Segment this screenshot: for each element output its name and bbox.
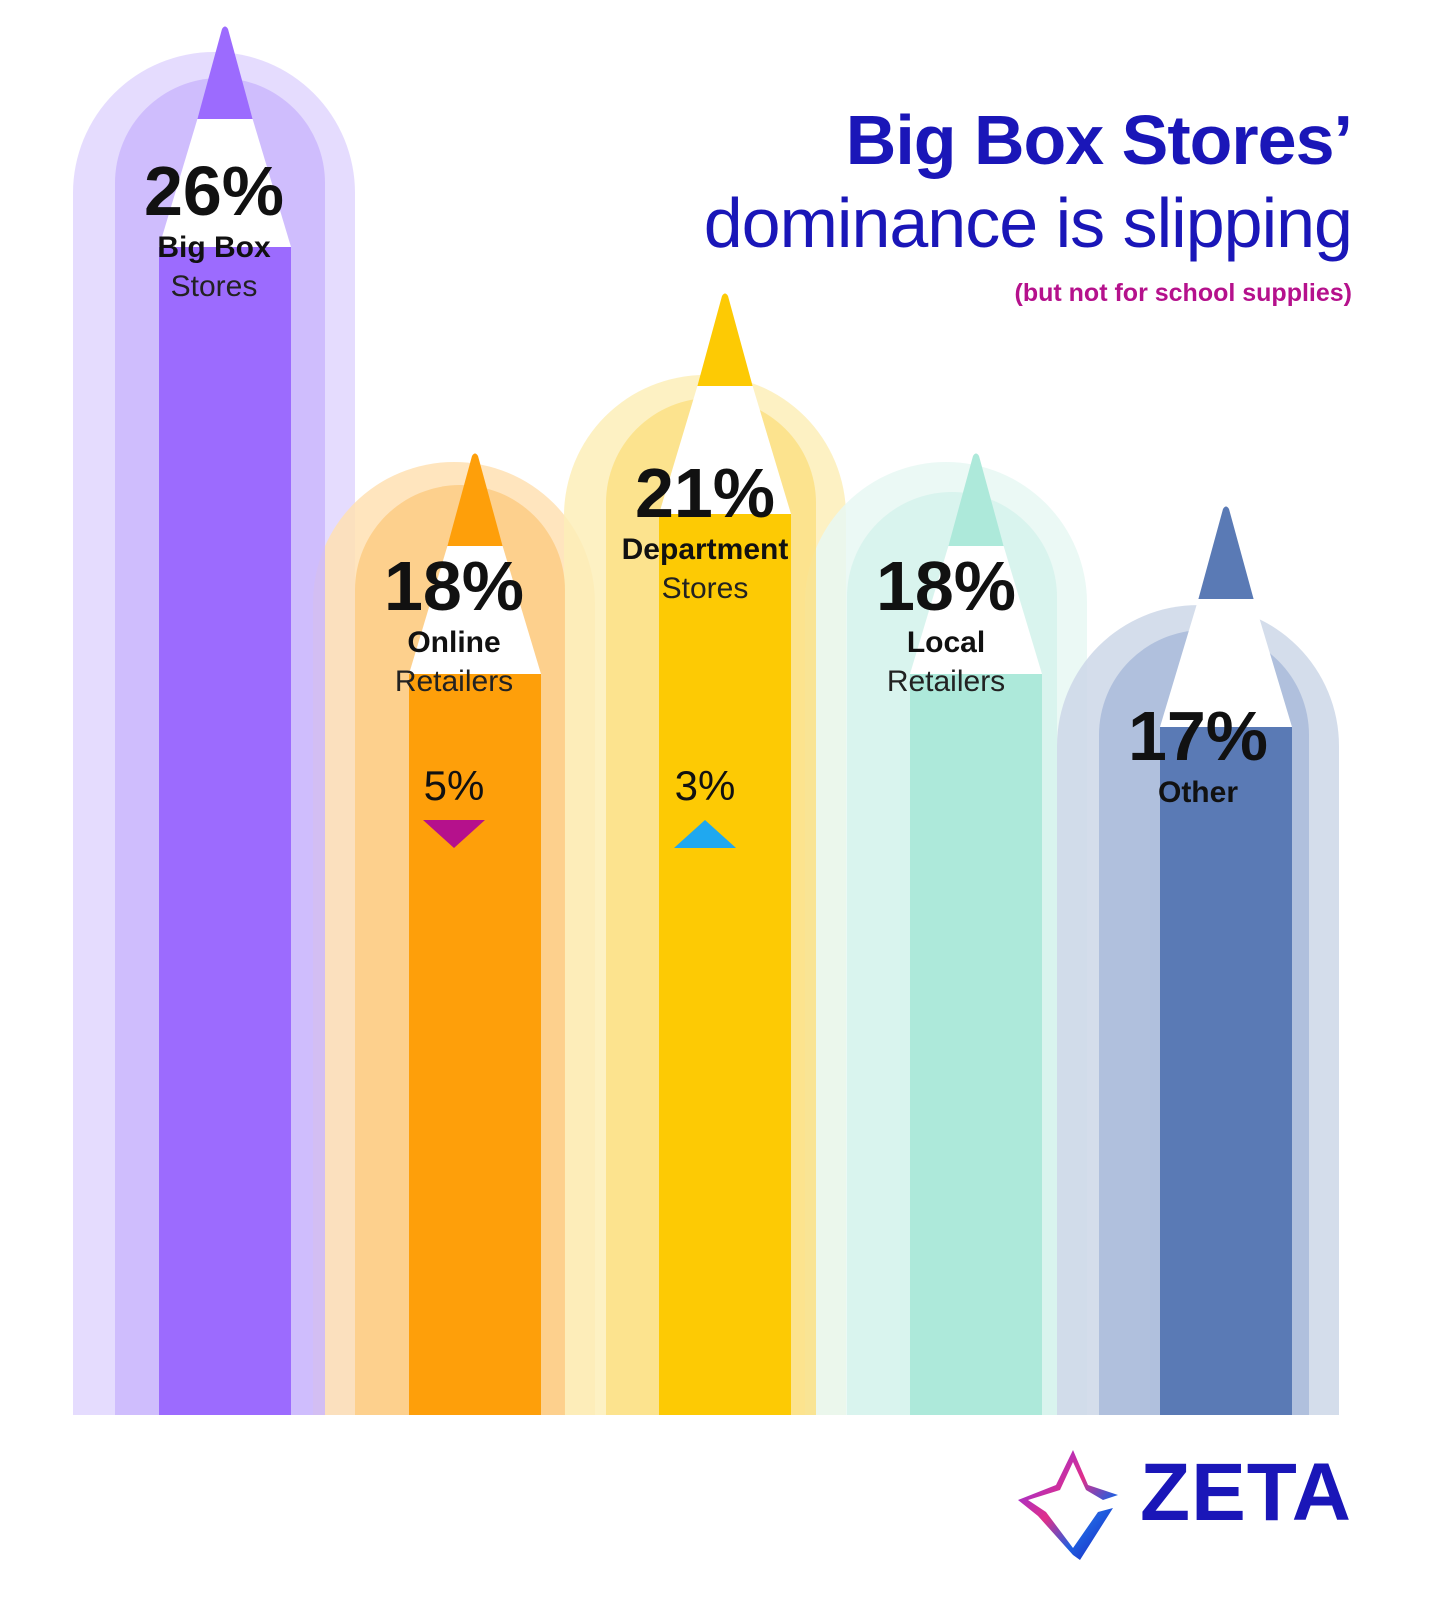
bar-name-sublabel: Retailers [395,665,513,698]
bar-name-sublabel: Retailers [887,665,1005,698]
bar-name-label: Online [407,626,500,659]
pencil-wood [1160,507,1292,727]
pencil-bar [1160,506,1292,1415]
zeta-diamond-icon [1018,1450,1118,1560]
chart-note: (but not for school supplies) [1014,279,1352,307]
pencil-body [659,514,791,1415]
bar-name-sublabel: Stores [662,572,749,605]
bar-name-label: Department [622,533,789,566]
bar-name-label: Local [907,626,985,659]
bar-labels: 26%Big BoxStores18%OnlineRetailers5%21%D… [144,152,1268,848]
pencil-bar [159,26,291,1415]
pencil-body [159,247,291,1415]
pencil-wood [409,454,541,674]
zeta-logo: ZETA [1018,1450,1351,1560]
pencil-bar [910,453,1042,1415]
change-label: 3% [675,762,736,809]
pencil-body [1160,727,1292,1415]
pencil-lead [197,26,253,119]
bar-value-label: 18% [876,547,1016,625]
pencil-body [910,674,1042,1415]
chart-subtitle: dominance is slipping [703,184,1353,262]
bar-value-label: 17% [1128,697,1268,775]
pencil-lead [447,453,503,546]
pencil-lead [697,293,753,386]
bar-name-sublabel: Stores [171,270,258,303]
pencil-wood [659,294,791,514]
pencil-bars [159,26,1292,1415]
pencil-lead [1198,506,1254,599]
pencil-wood [159,27,291,247]
pencil-bar [409,453,541,1415]
pencil-body [409,674,541,1415]
chart-title: Big Box Stores’ [845,101,1353,179]
pencil-wood [910,454,1042,674]
change-label: 5% [424,762,485,809]
bar-value-label: 26% [144,152,284,230]
pencil-bar [659,293,791,1415]
logo-text: ZETA [1140,1447,1353,1538]
up-arrow-icon [674,820,736,848]
down-arrow-icon [423,820,485,848]
bar-value-label: 21% [635,454,775,532]
chart-title-block: Big Box Stores’ dominance is slipping (b… [703,101,1353,308]
bar-name-label: Other [1158,776,1238,809]
bar-value-label: 18% [384,547,524,625]
pencil-lead [948,453,1004,546]
bar-name-label: Big Box [157,231,271,264]
